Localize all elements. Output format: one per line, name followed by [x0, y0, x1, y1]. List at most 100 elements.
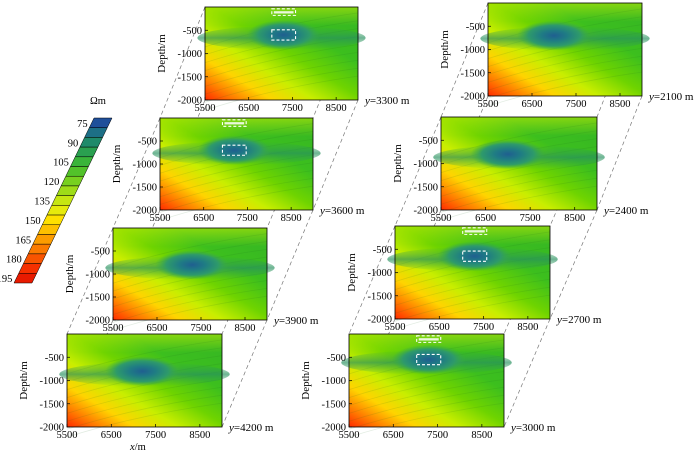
- y-tick-label: -1500: [86, 293, 111, 304]
- y-tick-label: -500: [373, 245, 392, 256]
- contour-line: [204, 44, 359, 79]
- colorbar-tick-label: 180: [6, 255, 22, 266]
- target-box-surface: [271, 8, 297, 16]
- section-label: y=3300 m: [364, 95, 410, 107]
- x-tick-label: 8500: [610, 99, 631, 110]
- y-tick-label: -500: [183, 26, 202, 37]
- perspective-guide-line: [112, 117, 161, 229]
- y-tick-label: -1500: [133, 183, 158, 194]
- near-surface-layer: [205, 7, 358, 26]
- x-tick-label: 7500: [145, 430, 166, 441]
- low-resistivity-anomaly: [391, 344, 466, 375]
- colorbar-tick-label: 105: [53, 158, 69, 169]
- y-tick-label: -2000: [40, 423, 65, 434]
- near-surface-layer: [113, 228, 267, 247]
- contour-line: [487, 55, 643, 91]
- near-surface-layer: [349, 334, 504, 353]
- section-label: y=4200 m: [228, 422, 274, 434]
- y-tick-label: -1000: [40, 376, 65, 387]
- y-tick-label: -1000: [461, 45, 486, 56]
- perspective-guide-line: [348, 225, 396, 335]
- x-tick-label: 8500: [281, 213, 302, 224]
- y-axis-label: Depth/m: [111, 144, 123, 183]
- colorbar: Ωm 75 90 105 120 135 150 165 180 195: [0, 96, 113, 285]
- x-tick-label: 7500: [520, 213, 541, 224]
- x-tick-label: 6500: [147, 323, 168, 334]
- x-tick-label: 5500: [385, 322, 406, 333]
- contour-line: [440, 185, 598, 221]
- near-surface-layer: [67, 334, 222, 353]
- low-resistivity-anomaly: [155, 250, 230, 280]
- y-tick-label: -2000: [178, 96, 203, 107]
- x-tick-label: 5500: [103, 323, 124, 334]
- contour-line: [204, 75, 359, 111]
- colorbar-unit: Ωm: [90, 96, 106, 107]
- colorbar-swatch: [13, 273, 38, 284]
- y-tick-label: -1000: [86, 270, 111, 281]
- contour-line: [159, 185, 314, 221]
- contour-line: [112, 287, 268, 323]
- colorbar-swatch: [27, 243, 52, 255]
- perspective-guide-line: [549, 209, 598, 320]
- contour-line: [66, 402, 223, 438]
- colorbar-tick-label: 120: [44, 177, 60, 188]
- colorbar-tick-label: 135: [34, 197, 50, 208]
- contour-line: [348, 394, 505, 430]
- contour-line: [348, 371, 505, 406]
- low-resistivity-anomaly: [105, 356, 180, 387]
- x-tick-label: 6500: [522, 99, 543, 110]
- contour-line: [348, 378, 505, 414]
- contour-line: [394, 294, 551, 330]
- near-surface-layer: [441, 117, 597, 136]
- colorbar-tick-label: 150: [25, 216, 41, 227]
- y-tick-label: -500: [327, 353, 346, 364]
- colorbar-tick-label: 90: [68, 138, 79, 149]
- contour-line: [66, 386, 223, 422]
- low-resistivity-anomaly: [246, 20, 321, 50]
- y-tick-label: -1500: [414, 182, 439, 193]
- y-tick-label: -1000: [414, 159, 439, 170]
- x-tick-label: 5500: [150, 213, 171, 224]
- section-label: y=2100 m: [648, 91, 694, 103]
- y-axis-label: Depth/m: [392, 144, 404, 183]
- colorbar-swatch: [70, 156, 94, 167]
- y-tick-label: -1000: [133, 160, 158, 171]
- near-surface-layer: [395, 226, 550, 245]
- y-tick-label: -500: [419, 136, 438, 147]
- y-tick-label: -500: [91, 247, 110, 258]
- y-tick-label: -1500: [461, 68, 486, 79]
- y-axis-label: Depth/m: [18, 361, 30, 400]
- colorbar-swatch: [79, 137, 103, 148]
- y-tick-label: -1000: [322, 376, 347, 387]
- section-label: y=2700 m: [556, 314, 602, 326]
- colorbar-swatch: [46, 205, 71, 216]
- x-tick-label: 8500: [471, 430, 492, 441]
- y-axis-label: Depth/m: [346, 253, 358, 292]
- target-box-deep: [416, 353, 442, 366]
- target-box-deep: [221, 144, 247, 156]
- contour-line: [204, 59, 359, 95]
- section-label: y=3900 m: [273, 315, 319, 327]
- contour-line: [440, 177, 598, 213]
- near-surface-layer: [160, 118, 313, 137]
- contour-line: [159, 177, 314, 213]
- perspective-guide-line: [312, 99, 359, 211]
- x-tick-label: 8500: [326, 103, 347, 114]
- contour-line: [440, 169, 598, 205]
- y-tick-label: -1000: [178, 49, 203, 60]
- x-tick-label: 8500: [235, 323, 256, 334]
- colorbar-swatch: [55, 185, 80, 196]
- perspective-guide-line: [266, 209, 314, 321]
- target-box-deep: [271, 29, 297, 41]
- x-tick-label: 7500: [427, 430, 448, 441]
- y-axis-label: Depth/m: [300, 361, 312, 400]
- y-tick-label: -500: [138, 137, 157, 148]
- surface-marker: [273, 11, 294, 14]
- surface-marker: [464, 230, 485, 233]
- y-tick-label: -2000: [461, 92, 486, 103]
